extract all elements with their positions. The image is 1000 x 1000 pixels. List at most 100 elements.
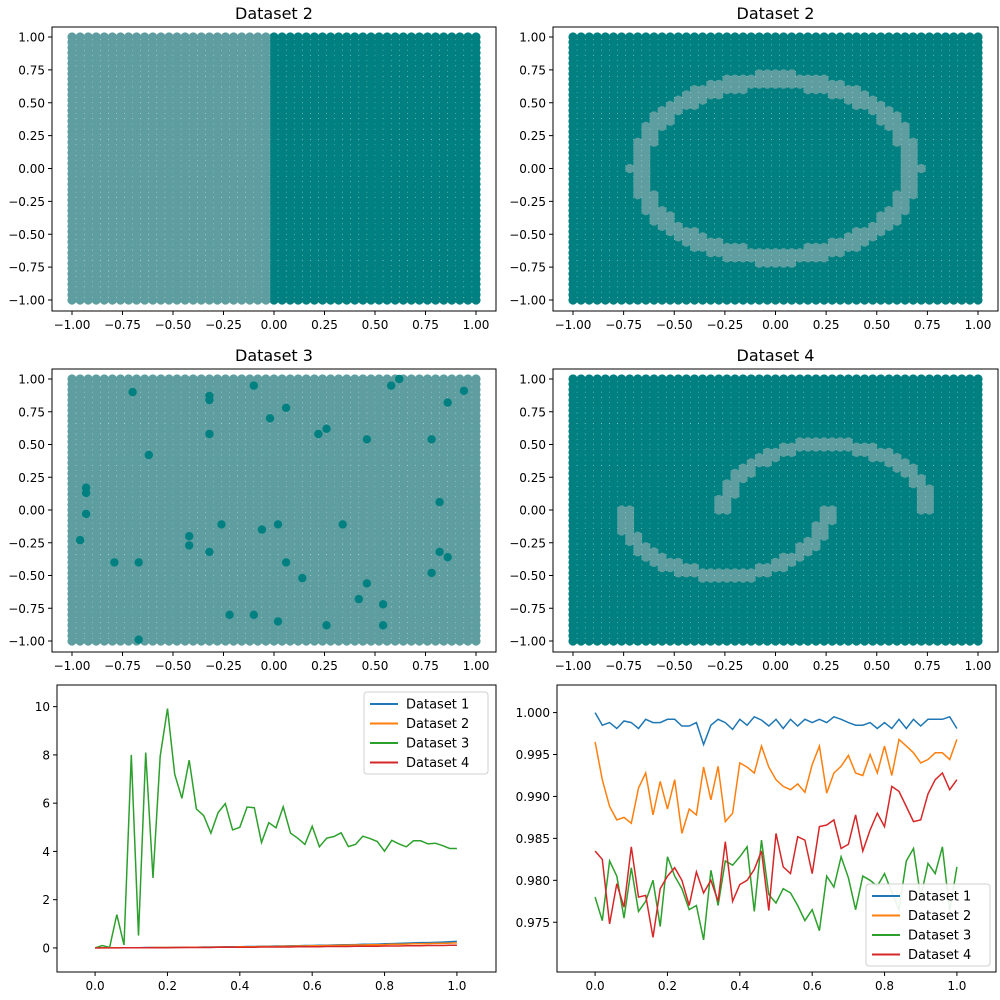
chart-panel-1: −1.00 −0.75 −0.50 −0.25 0.00 0.25 0.50 0.75 1.00… [8,4,497,332]
scatter-point [592,32,602,42]
scatter-point [390,32,400,42]
scatter-point [689,32,700,42]
scatter-point [334,32,344,42]
scatter-point [342,32,352,42]
scatter-point [91,32,101,42]
scatter-point [932,32,943,42]
scatter-point [83,32,93,42]
scatter-point [795,32,805,42]
scatter-point [868,32,878,42]
scatter-point [326,32,336,42]
scatter-point [965,32,975,42]
scatter-point [706,32,716,42]
scatter-point [851,32,862,42]
x-tick-label: −0.75 [104,318,141,332]
scatter-point [779,32,789,42]
scatter-point [156,32,166,42]
scatter-point [641,32,651,42]
scatter-point [892,32,902,42]
scatter-point [884,32,894,42]
x-tick-label: 0.25 [311,318,338,332]
scatter-point [803,32,813,42]
scatter-point [941,32,951,42]
scatter-point [140,32,150,42]
scatter-point [714,32,724,42]
scatter-point [414,32,424,42]
scatter-point [204,32,214,42]
scatter-point [350,32,360,42]
scatter-point [115,32,126,42]
scatter-point [827,32,837,42]
scatter-point [681,32,692,42]
scatter-point [245,32,255,42]
scatter-point [568,32,578,42]
scatter-point [665,32,675,42]
scatter-point [253,32,263,42]
scatter-point [633,32,643,42]
scatter-point [811,32,821,42]
scatter-point [835,32,845,42]
scatter-point [188,32,198,42]
scatter-point [625,32,635,42]
scatter-point [269,32,279,42]
x-tick-label: −0.50 [155,318,192,332]
chart-panel-2: −1.00 −0.75 −0.50 −0.25 0.00 0.25 0.50 0.75 1.00… [509,4,999,332]
scatter-point [698,32,708,42]
scatter-point [196,32,206,42]
scatter-point [148,32,158,42]
x-tick-label: 0.75 [412,318,439,332]
scatter-point [422,32,433,42]
scatter-point [843,32,854,42]
y-tick-label: 0.50 [18,96,45,110]
scatter-point [180,32,190,42]
scatter-points [568,32,983,305]
y-tick-label: −1.00 [8,294,45,308]
scatter-point [673,32,683,42]
scatter-point [132,32,142,42]
scatter-point [237,32,247,42]
y-tick-label: 0.75 [18,63,45,77]
y-tick-label: −0.75 [8,261,45,275]
scatter-point [67,32,77,42]
scatter-point [876,32,886,42]
scatter-point [455,32,465,42]
scatter-point [366,32,376,42]
scatter-point [172,32,182,42]
y-tick-label: −0.50 [8,228,45,242]
scatter-point [600,32,611,42]
scatter-point [309,32,319,42]
scatter-point [957,32,967,42]
scatter-point [382,32,392,42]
scatter-point [787,32,797,42]
scatter-point [949,32,959,42]
scatter-point [576,32,586,42]
scatter-point [358,32,368,42]
scatter-points [67,32,481,305]
x-tick-label: 0.00 [261,318,288,332]
scatter-point [374,32,384,42]
scatter-point [439,32,449,42]
scatter-point [107,32,117,42]
scatter-point [819,32,829,42]
y-tick-label: 0.25 [18,129,45,143]
scatter-point [730,32,740,42]
scatter-point [738,32,748,42]
scatter-point [924,32,935,42]
scatter-point [860,32,870,42]
y-tick-label: 1.00 [18,31,45,45]
scatter-point [584,32,594,42]
scatter-point [301,32,311,42]
x-tick-label: 1.00 [463,318,490,332]
scatter-point [75,32,85,42]
scatter-point [261,32,271,42]
scatter-point [722,32,732,42]
x-tick-label: 0.50 [362,318,389,332]
scatter-point [973,32,983,42]
scatter-point [770,32,781,42]
y-tick-label: 0.00 [18,162,45,176]
y-tick-label: −0.25 [8,195,45,209]
scatter-point [908,32,918,42]
chart-title: Dataset 2 [235,4,313,23]
scatter-point [746,32,756,42]
